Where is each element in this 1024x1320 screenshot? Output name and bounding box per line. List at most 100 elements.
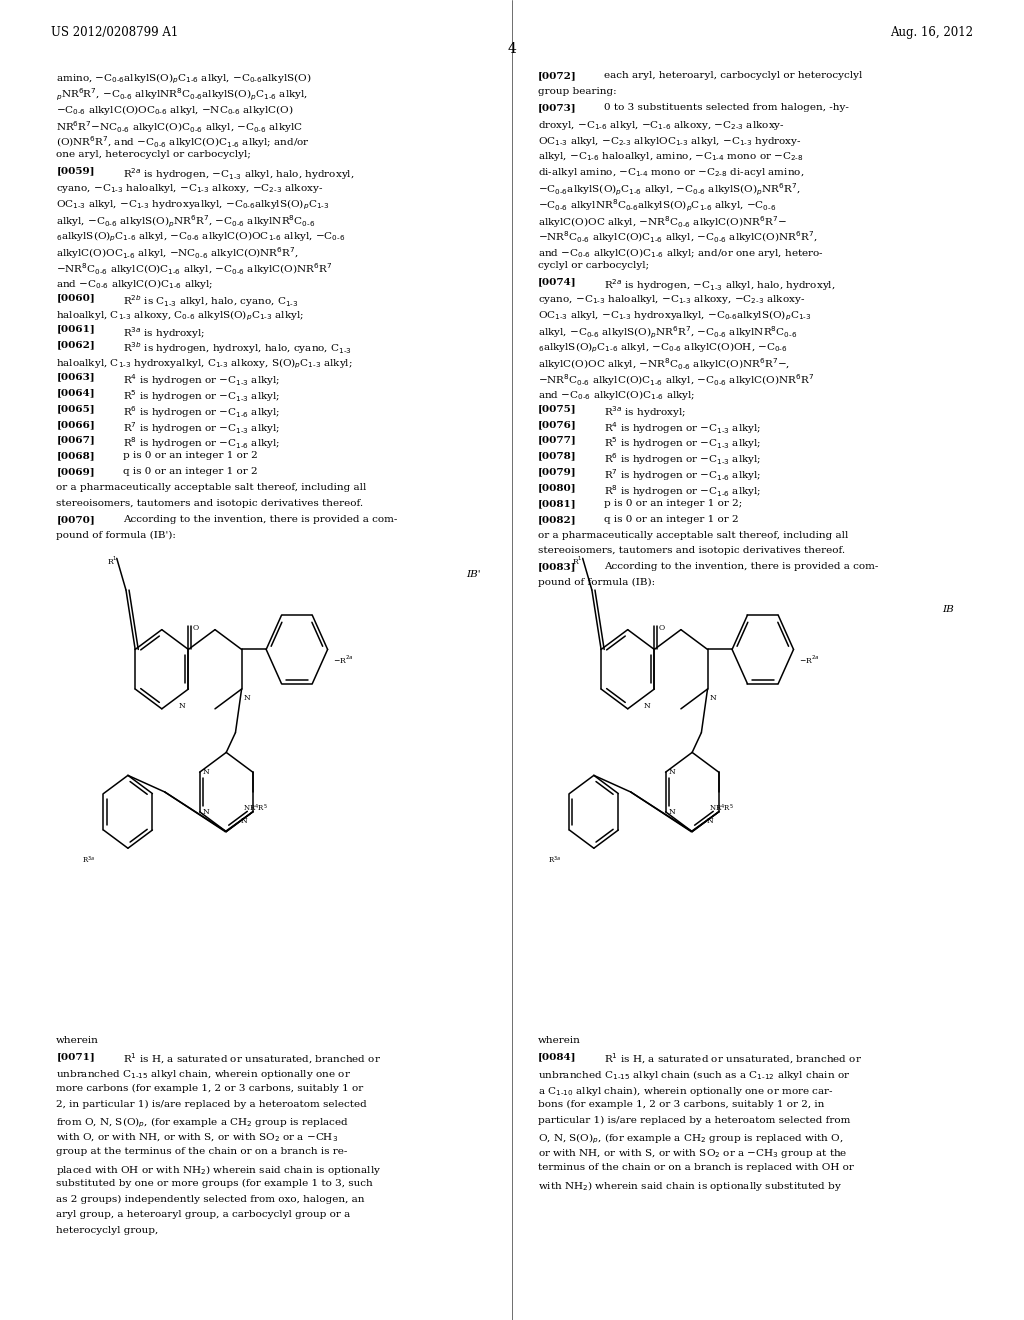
Text: amino, $-$C$_{0\text{-}6}$alkylS(O)$_p$C$_{1\text{-}6}$ alkyl, $-$C$_{0\text{-}6: amino, $-$C$_{0\text{-}6}$alkylS(O)$_p$C… <box>56 71 311 86</box>
Text: particular 1) is/are replaced by a heteroatom selected from: particular 1) is/are replaced by a heter… <box>538 1115 850 1125</box>
Text: alkylC(O)OC alkyl, $-$NR$^8$C$_{0\text{-}6}$ alkylC(O)NR$^6$R$^7$$-$,: alkylC(O)OC alkyl, $-$NR$^8$C$_{0\text{-… <box>538 356 790 372</box>
Text: p is 0 or an integer 1 or 2: p is 0 or an integer 1 or 2 <box>123 451 258 461</box>
Text: R$^{2a}$ is hydrogen, $-$C$_{1\text{-}3}$ alkyl, halo, hydroxyl,: R$^{2a}$ is hydrogen, $-$C$_{1\text{-}3}… <box>123 166 354 182</box>
Text: N: N <box>203 768 210 776</box>
Text: pound of formula (IB):: pound of formula (IB): <box>538 578 654 587</box>
Text: with NH$_2$) wherein said chain is optionally substituted by: with NH$_2$) wherein said chain is optio… <box>538 1179 842 1193</box>
Text: [0066]: [0066] <box>56 420 95 429</box>
Text: $_6$alkylS(O)$_p$C$_{1\text{-}6}$ alkyl, $-$C$_{0\text{-}6}$ alkylC(O)OC$_{1\tex: $_6$alkylS(O)$_p$C$_{1\text{-}6}$ alkyl,… <box>56 230 345 244</box>
Text: unbranched C$_{1\text{-}15}$ alkyl chain, wherein optionally one or: unbranched C$_{1\text{-}15}$ alkyl chain… <box>56 1068 351 1081</box>
Text: [0059]: [0059] <box>56 166 95 176</box>
Text: p is 0 or an integer 1 or 2;: p is 0 or an integer 1 or 2; <box>604 499 742 508</box>
Text: more carbons (for example 1, 2 or 3 carbons, suitably 1 or: more carbons (for example 1, 2 or 3 carb… <box>56 1084 364 1093</box>
Text: alkylC(O)OC alkyl, $-$NR$^8$C$_{0\text{-}6}$ alkylC(O)NR$^6$R$^7$$-$: alkylC(O)OC alkyl, $-$NR$^8$C$_{0\text{-… <box>538 214 786 230</box>
Text: pound of formula (IB'):: pound of formula (IB'): <box>56 531 176 540</box>
Text: NR$^6$R$^7$$-$NC$_{0\text{-}6}$ alkylC(O)C$_{0\text{-}6}$ alkyl, $-$C$_{0\text{-: NR$^6$R$^7$$-$NC$_{0\text{-}6}$ alkylC(O… <box>56 119 303 135</box>
Text: According to the invention, there is provided a com-: According to the invention, there is pro… <box>604 562 879 572</box>
Text: $-$NR$^8$C$_{0\text{-}6}$ alkylC(O)C$_{1\text{-}6}$ alkyl, $-$C$_{0\text{-}6}$ a: $-$NR$^8$C$_{0\text{-}6}$ alkylC(O)C$_{1… <box>538 230 817 246</box>
Text: with O, or with NH, or with S, or with SO$_2$ or a $-$CH$_3$: with O, or with NH, or with S, or with S… <box>56 1131 339 1144</box>
Text: [0083]: [0083] <box>538 562 577 572</box>
Text: R$^5$ is hydrogen or $-$C$_{1\text{-}3}$ alkyl;: R$^5$ is hydrogen or $-$C$_{1\text{-}3}$… <box>604 436 762 451</box>
Text: IB: IB <box>942 605 953 614</box>
Text: terminus of the chain or on a branch is replaced with OH or: terminus of the chain or on a branch is … <box>538 1163 853 1172</box>
Text: alkyl, $-$C$_{0\text{-}6}$ alkylS(O)$_p$NR$^6$R$^7$, $-$C$_{0\text{-}6}$ alkylNR: alkyl, $-$C$_{0\text{-}6}$ alkylS(O)$_p$… <box>56 214 315 230</box>
Text: $-$R$^{2a}$: $-$R$^{2a}$ <box>333 653 353 665</box>
Text: R$^{3b}$ is hydrogen, hydroxyl, halo, cyano, C$_{1\text{-}3}$: R$^{3b}$ is hydrogen, hydroxyl, halo, cy… <box>123 341 352 356</box>
Text: $-$C$_{0\text{-}6}$ alkylC(O)OC$_{0\text{-}6}$ alkyl, $-$NC$_{0\text{-}6}$ alkyl: $-$C$_{0\text{-}6}$ alkylC(O)OC$_{0\text… <box>56 103 294 117</box>
Text: R$^1$ is H, a saturated or unsaturated, branched or: R$^1$ is H, a saturated or unsaturated, … <box>604 1052 862 1067</box>
Text: group at the terminus of the chain or on a branch is re-: group at the terminus of the chain or on… <box>56 1147 348 1156</box>
Text: alkyl, $-$C$_{1\text{-}6}$ haloalkyl, amino, $-$C$_{1\text{-}4}$ mono or $-$C$_{: alkyl, $-$C$_{1\text{-}6}$ haloalkyl, am… <box>538 150 804 164</box>
Text: R$^4$ is hydrogen or $-$C$_{1\text{-}3}$ alkyl;: R$^4$ is hydrogen or $-$C$_{1\text{-}3}$… <box>604 420 762 436</box>
Text: group bearing:: group bearing: <box>538 87 616 96</box>
Text: $-$NR$^8$C$_{0\text{-}6}$ alkylC(O)C$_{1\text{-}6}$ alkyl, $-$C$_{0\text{-}6}$ a: $-$NR$^8$C$_{0\text{-}6}$ alkylC(O)C$_{1… <box>538 372 814 388</box>
Text: N: N <box>644 702 651 710</box>
Text: droxyl, $-$C$_{1\text{-}6}$ alkyl, $-$C$_{1\text{-}6}$ alkoxy, $-$C$_{2\text{-}3: droxyl, $-$C$_{1\text{-}6}$ alkyl, $-$C$… <box>538 119 784 132</box>
Text: N: N <box>203 808 210 816</box>
Text: O: O <box>193 624 199 632</box>
Text: R$^8$ is hydrogen or $-$C$_{1\text{-}6}$ alkyl;: R$^8$ is hydrogen or $-$C$_{1\text{-}6}$… <box>123 436 281 451</box>
Text: R$^1$: R$^1$ <box>106 554 117 566</box>
Text: and $-$C$_{0\text{-}6}$ alkylC(O)C$_{1\text{-}6}$ alkyl; and/or one aryl, hetero: and $-$C$_{0\text{-}6}$ alkylC(O)C$_{1\t… <box>538 246 823 260</box>
Text: [0074]: [0074] <box>538 277 577 286</box>
Text: as 2 groups) independently selected from oxo, halogen, an: as 2 groups) independently selected from… <box>56 1195 365 1204</box>
Text: R$^1$: R$^1$ <box>572 554 583 566</box>
Text: from O, N, S(O)$_p$, (for example a CH$_2$ group is replaced: from O, N, S(O)$_p$, (for example a CH$_… <box>56 1115 349 1130</box>
Text: R$^6$ is hydrogen or $-$C$_{1\text{-}6}$ alkyl;: R$^6$ is hydrogen or $-$C$_{1\text{-}6}$… <box>123 404 281 420</box>
Text: [0073]: [0073] <box>538 103 577 112</box>
Text: N: N <box>707 817 714 825</box>
Text: OC$_{1\text{-}3}$ alkyl, $-$C$_{1\text{-}3}$ hydroxyalkyl, $-$C$_{0\text{-}6}$al: OC$_{1\text{-}3}$ alkyl, $-$C$_{1\text{-… <box>56 198 330 213</box>
Text: [0062]: [0062] <box>56 341 95 350</box>
Text: [0080]: [0080] <box>538 483 577 492</box>
Text: R$^7$ is hydrogen or $-$C$_{1\text{-}6}$ alkyl;: R$^7$ is hydrogen or $-$C$_{1\text{-}6}$… <box>604 467 762 483</box>
Text: R$^4$ is hydrogen or $-$C$_{1\text{-}3}$ alkyl;: R$^4$ is hydrogen or $-$C$_{1\text{-}3}$… <box>123 372 281 388</box>
Text: R$^{3a}$: R$^{3a}$ <box>82 855 95 866</box>
Text: OC$_{1\text{-}3}$ alkyl, $-$C$_{2\text{-}3}$ alkylOC$_{1\text{-}3}$ alkyl, $-$C$: OC$_{1\text{-}3}$ alkyl, $-$C$_{2\text{-… <box>538 135 801 148</box>
Text: heterocyclyl group,: heterocyclyl group, <box>56 1226 159 1236</box>
Text: [0076]: [0076] <box>538 420 577 429</box>
Text: N: N <box>669 808 676 816</box>
Text: one aryl, heterocyclyl or carbocyclyl;: one aryl, heterocyclyl or carbocyclyl; <box>56 150 251 160</box>
Text: bons (for example 1, 2 or 3 carbons, suitably 1 or 2, in: bons (for example 1, 2 or 3 carbons, sui… <box>538 1100 824 1109</box>
Text: aryl group, a heteroaryl group, a carbocyclyl group or a: aryl group, a heteroaryl group, a carboc… <box>56 1210 350 1220</box>
Text: R$^7$ is hydrogen or $-$C$_{1\text{-}3}$ alkyl;: R$^7$ is hydrogen or $-$C$_{1\text{-}3}$… <box>123 420 281 436</box>
Text: [0061]: [0061] <box>56 325 95 334</box>
Text: [0072]: [0072] <box>538 71 577 81</box>
Text: (O)NR$^6$R$^7$, and $-$C$_{0\text{-}6}$ alkylC(O)C$_{1\text{-}6}$ alkyl; and/or: (O)NR$^6$R$^7$, and $-$C$_{0\text{-}6}$ … <box>56 135 310 150</box>
Text: R$^5$ is hydrogen or $-$C$_{1\text{-}3}$ alkyl;: R$^5$ is hydrogen or $-$C$_{1\text{-}3}$… <box>123 388 281 404</box>
Text: substituted by one or more groups (for example 1 to 3, such: substituted by one or more groups (for e… <box>56 1179 373 1188</box>
Text: wherein: wherein <box>538 1036 581 1045</box>
Text: alkyl, $-$C$_{0\text{-}6}$ alkylS(O)$_p$NR$^6$R$^7$, $-$C$_{0\text{-}6}$ alkylNR: alkyl, $-$C$_{0\text{-}6}$ alkylS(O)$_p$… <box>538 325 797 341</box>
Text: cyclyl or carbocyclyl;: cyclyl or carbocyclyl; <box>538 261 649 271</box>
Text: R$^{3a}$: R$^{3a}$ <box>548 855 561 866</box>
Text: R$^1$ is H, a saturated or unsaturated, branched or: R$^1$ is H, a saturated or unsaturated, … <box>123 1052 381 1067</box>
Text: [0065]: [0065] <box>56 404 95 413</box>
Text: OC$_{1\text{-}3}$ alkyl, $-$C$_{1\text{-}3}$ hydroxyalkyl, $-$C$_{0\text{-}6}$al: OC$_{1\text{-}3}$ alkyl, $-$C$_{1\text{-… <box>538 309 811 323</box>
Text: q is 0 or an integer 1 or 2: q is 0 or an integer 1 or 2 <box>123 467 257 477</box>
Text: $-$NR$^8$C$_{0\text{-}6}$ alkylC(O)C$_{1\text{-}6}$ alkyl, $-$C$_{0\text{-}6}$ a: $-$NR$^8$C$_{0\text{-}6}$ alkylC(O)C$_{1… <box>56 261 333 277</box>
Text: [0068]: [0068] <box>56 451 95 461</box>
Text: unbranched C$_{1\text{-}15}$ alkyl chain (such as a C$_{1\text{-}12}$ alkyl chai: unbranched C$_{1\text{-}15}$ alkyl chain… <box>538 1068 850 1082</box>
Text: N: N <box>178 702 185 710</box>
Text: [0081]: [0081] <box>538 499 577 508</box>
Text: NR$^4$R$^5$: NR$^4$R$^5$ <box>243 803 267 814</box>
Text: N: N <box>669 768 676 776</box>
Text: US 2012/0208799 A1: US 2012/0208799 A1 <box>51 26 178 40</box>
Text: O: O <box>658 624 665 632</box>
Text: cyano, $-$C$_{1\text{-}3}$ haloalkyl, $-$C$_{1\text{-}3}$ alkoxy, $-$C$_{2\text{: cyano, $-$C$_{1\text{-}3}$ haloalkyl, $-… <box>538 293 805 306</box>
Text: di-alkyl amino, $-$C$_{1\text{-}4}$ mono or $-$C$_{2\text{-}8}$ di-acyl amino,: di-alkyl amino, $-$C$_{1\text{-}4}$ mono… <box>538 166 804 180</box>
Text: q is 0 or an integer 1 or 2: q is 0 or an integer 1 or 2 <box>604 515 738 524</box>
Text: R$^{2a}$ is hydrogen, $-$C$_{1\text{-}3}$ alkyl, halo, hydroxyl,: R$^{2a}$ is hydrogen, $-$C$_{1\text{-}3}… <box>604 277 836 293</box>
Text: [0071]: [0071] <box>56 1052 95 1061</box>
Text: R$^{3a}$ is hydroxyl;: R$^{3a}$ is hydroxyl; <box>123 325 205 341</box>
Text: 0 to 3 substituents selected from halogen, -hy-: 0 to 3 substituents selected from haloge… <box>604 103 849 112</box>
Text: [0084]: [0084] <box>538 1052 577 1061</box>
Text: placed with OH or with NH$_2$) wherein said chain is optionally: placed with OH or with NH$_2$) wherein s… <box>56 1163 382 1177</box>
Text: stereoisomers, tautomers and isotopic derivatives thereof.: stereoisomers, tautomers and isotopic de… <box>538 546 845 556</box>
Text: 2, in particular 1) is/are replaced by a heteroatom selected: 2, in particular 1) is/are replaced by a… <box>56 1100 367 1109</box>
Text: [0082]: [0082] <box>538 515 577 524</box>
Text: haloalkyl, C$_{1\text{-}3}$ hydroxyalkyl, C$_{1\text{-}3}$ alkoxy, S(O)$_p$C$_{1: haloalkyl, C$_{1\text{-}3}$ hydroxyalkyl… <box>56 356 353 371</box>
Text: [0060]: [0060] <box>56 293 95 302</box>
Text: or a pharmaceutically acceptable salt thereof, including all: or a pharmaceutically acceptable salt th… <box>538 531 848 540</box>
Text: cyano, $-$C$_{1\text{-}3}$ haloalkyl, $-$C$_{1\text{-}3}$ alkoxy, $-$C$_{2\text{: cyano, $-$C$_{1\text{-}3}$ haloalkyl, $-… <box>56 182 324 195</box>
